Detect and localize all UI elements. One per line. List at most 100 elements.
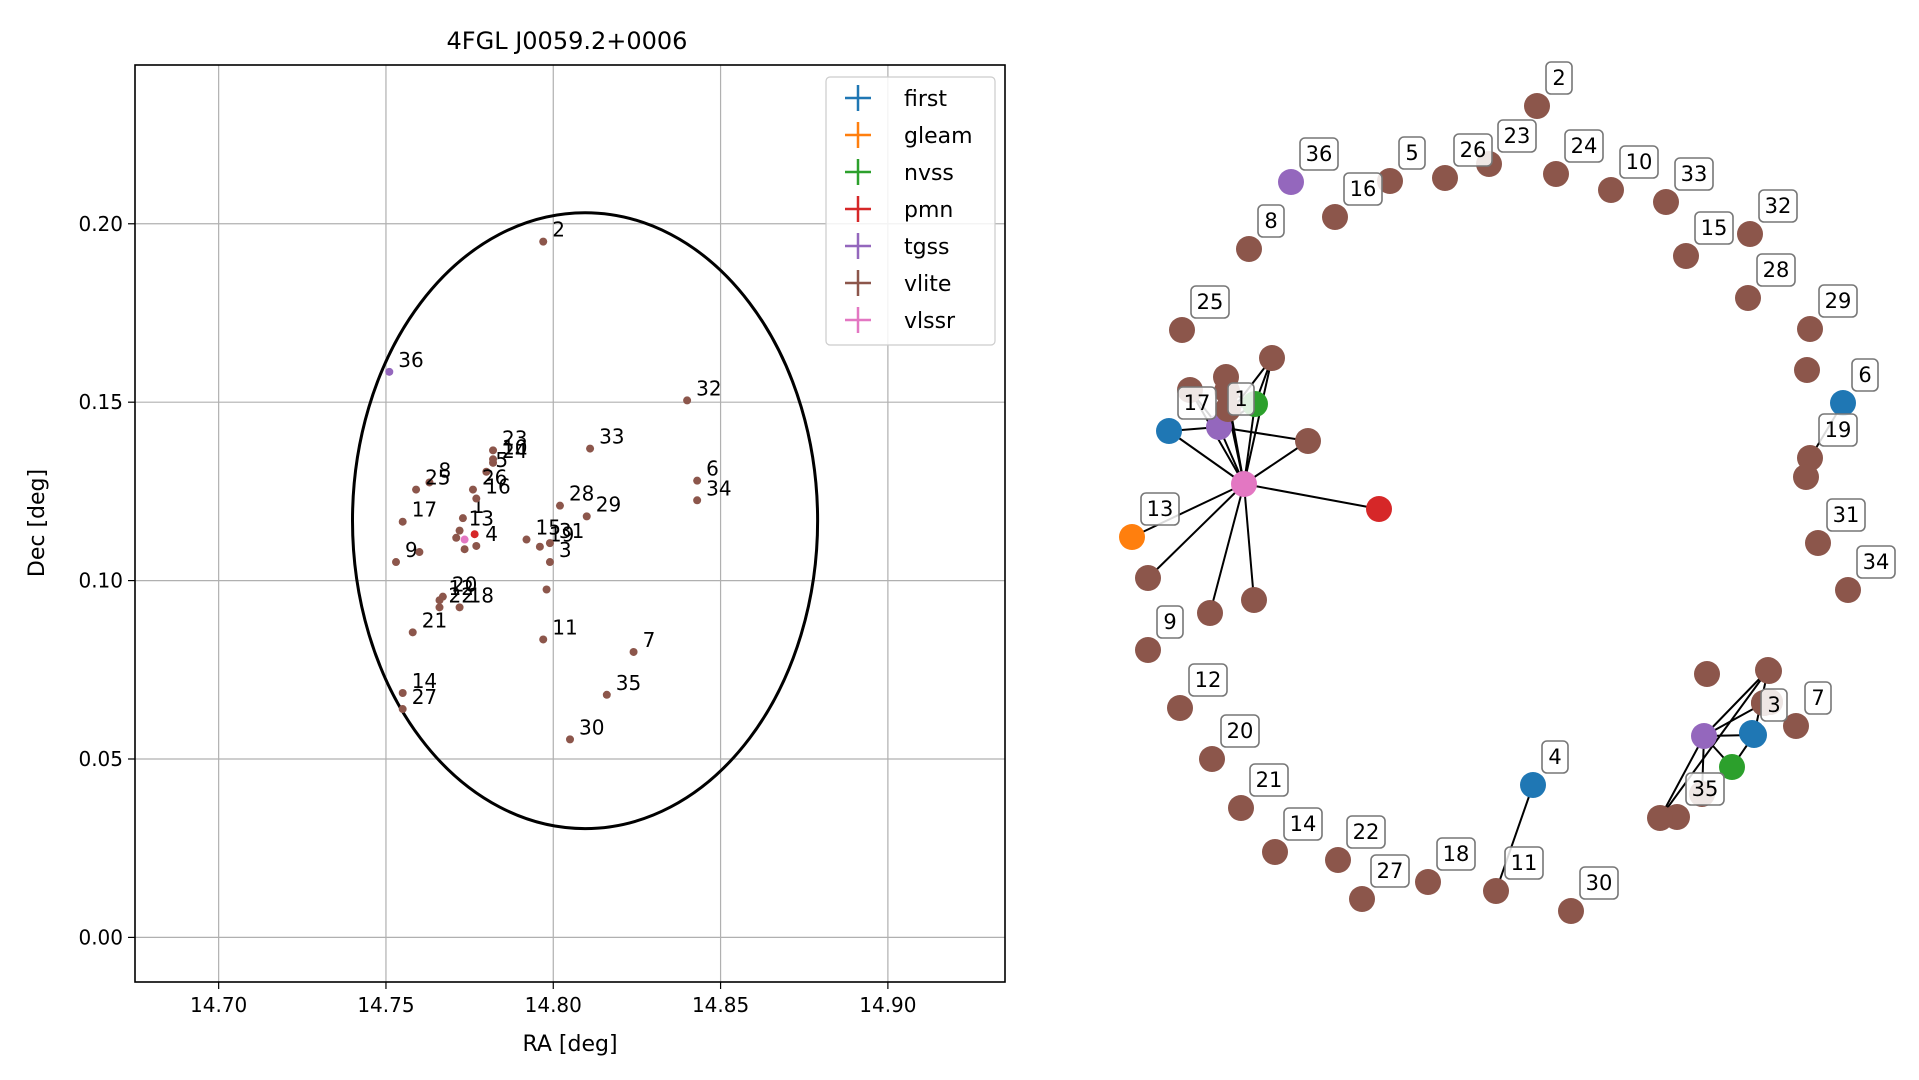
point-label: 15 bbox=[536, 516, 561, 540]
node-label-box bbox=[1156, 605, 1184, 639]
node-label: 3 bbox=[1767, 693, 1780, 717]
source-point bbox=[693, 476, 702, 485]
point-label: 14 bbox=[412, 669, 437, 693]
point-label: 33 bbox=[599, 425, 624, 449]
network-node bbox=[1119, 524, 1145, 550]
node-label: 30 bbox=[1586, 871, 1613, 895]
x-tick-label: 14.70 bbox=[190, 993, 247, 1017]
point-label: 7 bbox=[643, 628, 656, 652]
source-point bbox=[468, 485, 477, 494]
point-label: 12 bbox=[449, 576, 474, 600]
network-node bbox=[1325, 847, 1351, 873]
source-point bbox=[586, 444, 595, 453]
network-node bbox=[1295, 428, 1321, 454]
network-edge bbox=[1147, 483, 1245, 579]
node-label-box bbox=[1541, 740, 1569, 774]
source-point bbox=[408, 628, 417, 637]
network-node bbox=[1737, 221, 1763, 247]
legend-label: first bbox=[904, 87, 947, 112]
point-label: 24 bbox=[502, 439, 527, 463]
node-label: 18 bbox=[1443, 842, 1470, 866]
node-label: 24 bbox=[1571, 134, 1598, 158]
node-label: 31 bbox=[1833, 503, 1860, 527]
node-label-box bbox=[1564, 129, 1604, 163]
y-tick-label: 0.20 bbox=[78, 212, 123, 236]
node-label-box bbox=[1227, 382, 1255, 416]
network-node bbox=[1167, 695, 1193, 721]
network-edge bbox=[1209, 483, 1245, 614]
point-label: 29 bbox=[596, 492, 621, 516]
node-label-box bbox=[1436, 837, 1476, 871]
error-ellipse bbox=[351, 211, 820, 831]
source-point bbox=[582, 512, 591, 521]
network-node bbox=[1835, 577, 1861, 603]
network-node bbox=[1241, 587, 1267, 613]
point-label: 11 bbox=[552, 615, 577, 639]
legend-label: pmn bbox=[904, 198, 953, 223]
source-point bbox=[489, 446, 498, 455]
node-label: 7 bbox=[1811, 686, 1824, 710]
source-point bbox=[455, 603, 464, 612]
network-node bbox=[1741, 722, 1767, 748]
node-label-box bbox=[1283, 807, 1323, 841]
point-label: 36 bbox=[398, 348, 423, 372]
node-label-box bbox=[1504, 846, 1544, 880]
node-label: 36 bbox=[1306, 142, 1333, 166]
network-edge bbox=[1703, 669, 1769, 737]
point-label: 18 bbox=[469, 583, 494, 607]
chart-title: 4FGL J0059.2+0006 bbox=[447, 27, 688, 55]
point-label: 30 bbox=[579, 715, 604, 739]
legend-label: nvss bbox=[904, 161, 954, 186]
source-point bbox=[452, 533, 461, 542]
source-point bbox=[470, 530, 479, 539]
point-label: 3 bbox=[559, 538, 572, 562]
node-label: 13 bbox=[1147, 497, 1174, 521]
source-point bbox=[398, 688, 407, 697]
legend-label: vlssr bbox=[904, 309, 956, 334]
node-label: 8 bbox=[1264, 209, 1277, 233]
network-edge bbox=[1131, 483, 1245, 538]
point-label: 21 bbox=[422, 608, 447, 632]
source-point bbox=[472, 541, 481, 550]
node-label-box bbox=[1826, 498, 1866, 532]
network-edge bbox=[1218, 426, 1309, 442]
node-label-box bbox=[1398, 136, 1426, 170]
node-label: 10 bbox=[1626, 150, 1653, 174]
node-label: 2 bbox=[1552, 66, 1565, 90]
network-node bbox=[1673, 243, 1699, 269]
y-axis-label: Dec [deg] bbox=[25, 469, 50, 577]
network-node bbox=[1543, 161, 1569, 187]
source-point bbox=[522, 535, 531, 544]
node-label: 11 bbox=[1511, 851, 1538, 875]
network-node bbox=[1598, 177, 1624, 203]
point-label: 23 bbox=[502, 426, 527, 450]
network-node bbox=[1558, 898, 1584, 924]
point-label: 25 bbox=[425, 466, 450, 490]
network-node bbox=[1169, 317, 1195, 343]
legend-label: vlite bbox=[904, 272, 951, 297]
point-label: 26 bbox=[482, 466, 507, 490]
source-point bbox=[545, 558, 554, 567]
network-node bbox=[1756, 658, 1782, 684]
legend-frame bbox=[825, 76, 996, 346]
network-node bbox=[1797, 316, 1823, 342]
y-tick-label: 0.10 bbox=[78, 569, 123, 593]
network-node bbox=[1805, 530, 1831, 556]
node-label-box bbox=[1343, 172, 1383, 206]
node-label-box bbox=[1619, 145, 1659, 179]
source-point bbox=[539, 635, 548, 644]
node-label: 23 bbox=[1504, 124, 1531, 148]
point-label: 5 bbox=[495, 448, 508, 472]
source-point bbox=[482, 467, 491, 476]
source-point bbox=[693, 496, 702, 505]
source-point bbox=[438, 592, 447, 601]
source-point bbox=[472, 494, 481, 503]
point-label: 32 bbox=[696, 376, 721, 400]
axes-frame bbox=[134, 64, 1006, 983]
network-node bbox=[1415, 869, 1441, 895]
point-label: 20 bbox=[452, 573, 477, 597]
network-edge bbox=[1659, 735, 1705, 819]
network-node bbox=[1830, 390, 1856, 416]
network-node bbox=[1156, 418, 1182, 444]
